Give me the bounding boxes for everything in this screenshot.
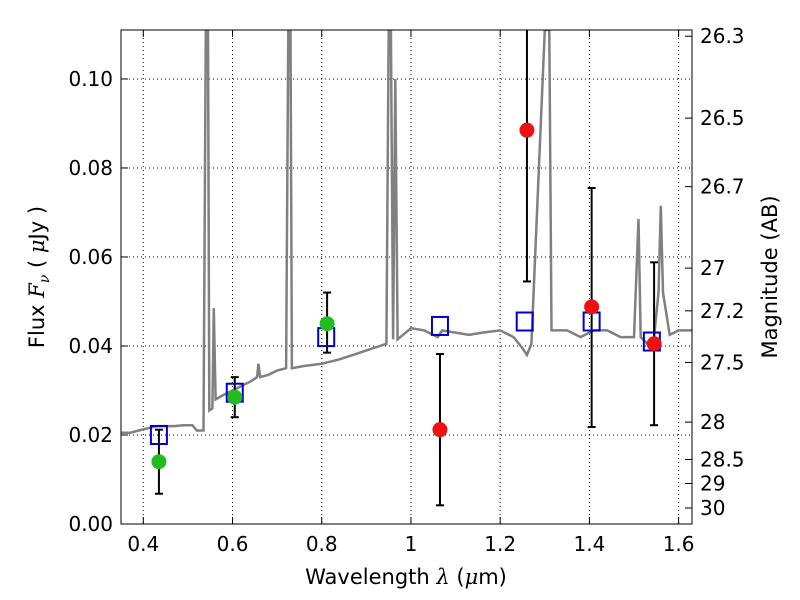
right-tick-label: 29 — [700, 472, 725, 496]
x-tick-label: 0.6 — [217, 532, 249, 556]
green-data-point — [151, 454, 167, 470]
y-axis-title-left: Flux Fν ( μJy ) — [25, 206, 53, 348]
right-tick-label: 30 — [700, 496, 725, 520]
data-points-layer — [149, 30, 662, 507]
red-data-point — [519, 122, 535, 138]
right-tick-label: 26.5 — [700, 106, 745, 130]
model-spectrum-layer — [121, 30, 692, 435]
right-tick-label: 27 — [700, 256, 725, 280]
x-tick-label: 1.4 — [573, 532, 605, 556]
model-point — [515, 311, 534, 332]
y-tick-label: 0.04 — [68, 334, 113, 358]
y-tick-label: 0.08 — [68, 156, 113, 180]
plot-frame — [120, 29, 693, 525]
right-tick-label: 28 — [700, 410, 725, 434]
tick-labels: 0.4 0.6 0.8 1 1.2 1.4 1.6 0.00 0.02 0.04 0.06 0.08 0… — [68, 24, 744, 556]
x-tick-label: 0.4 — [127, 532, 159, 556]
x-tick-label: 1 — [405, 532, 418, 556]
y-tick-label: 0.06 — [68, 245, 113, 269]
model-point — [149, 424, 168, 445]
axis-ticks — [121, 30, 692, 525]
right-tick-label: 28.5 — [700, 447, 745, 471]
red-data-point — [432, 422, 448, 438]
y-tick-label: 0.00 — [68, 512, 113, 536]
green-data-point — [227, 389, 243, 405]
right-tick-label: 26.7 — [700, 175, 745, 199]
y-tick-label: 0.10 — [68, 67, 113, 91]
right-tick-label: 26.3 — [700, 24, 745, 48]
red-data-point — [646, 336, 662, 352]
y-axis-title-right: Magnitude (AB) — [758, 195, 782, 358]
red-data-point — [584, 299, 600, 315]
y-tick-label: 0.02 — [68, 423, 113, 447]
x-tick-label: 1.2 — [484, 532, 516, 556]
green-data-point — [319, 316, 335, 332]
right-tick-label: 27.5 — [700, 350, 745, 374]
x-tick-label: 0.8 — [306, 532, 338, 556]
x-axis-title: Wavelength λ (μm) — [305, 565, 507, 589]
model-point — [430, 315, 449, 336]
right-tick-label: 27.2 — [700, 299, 745, 323]
x-tick-label: 1.6 — [663, 532, 695, 556]
model-spectrum-line — [121, 30, 692, 435]
